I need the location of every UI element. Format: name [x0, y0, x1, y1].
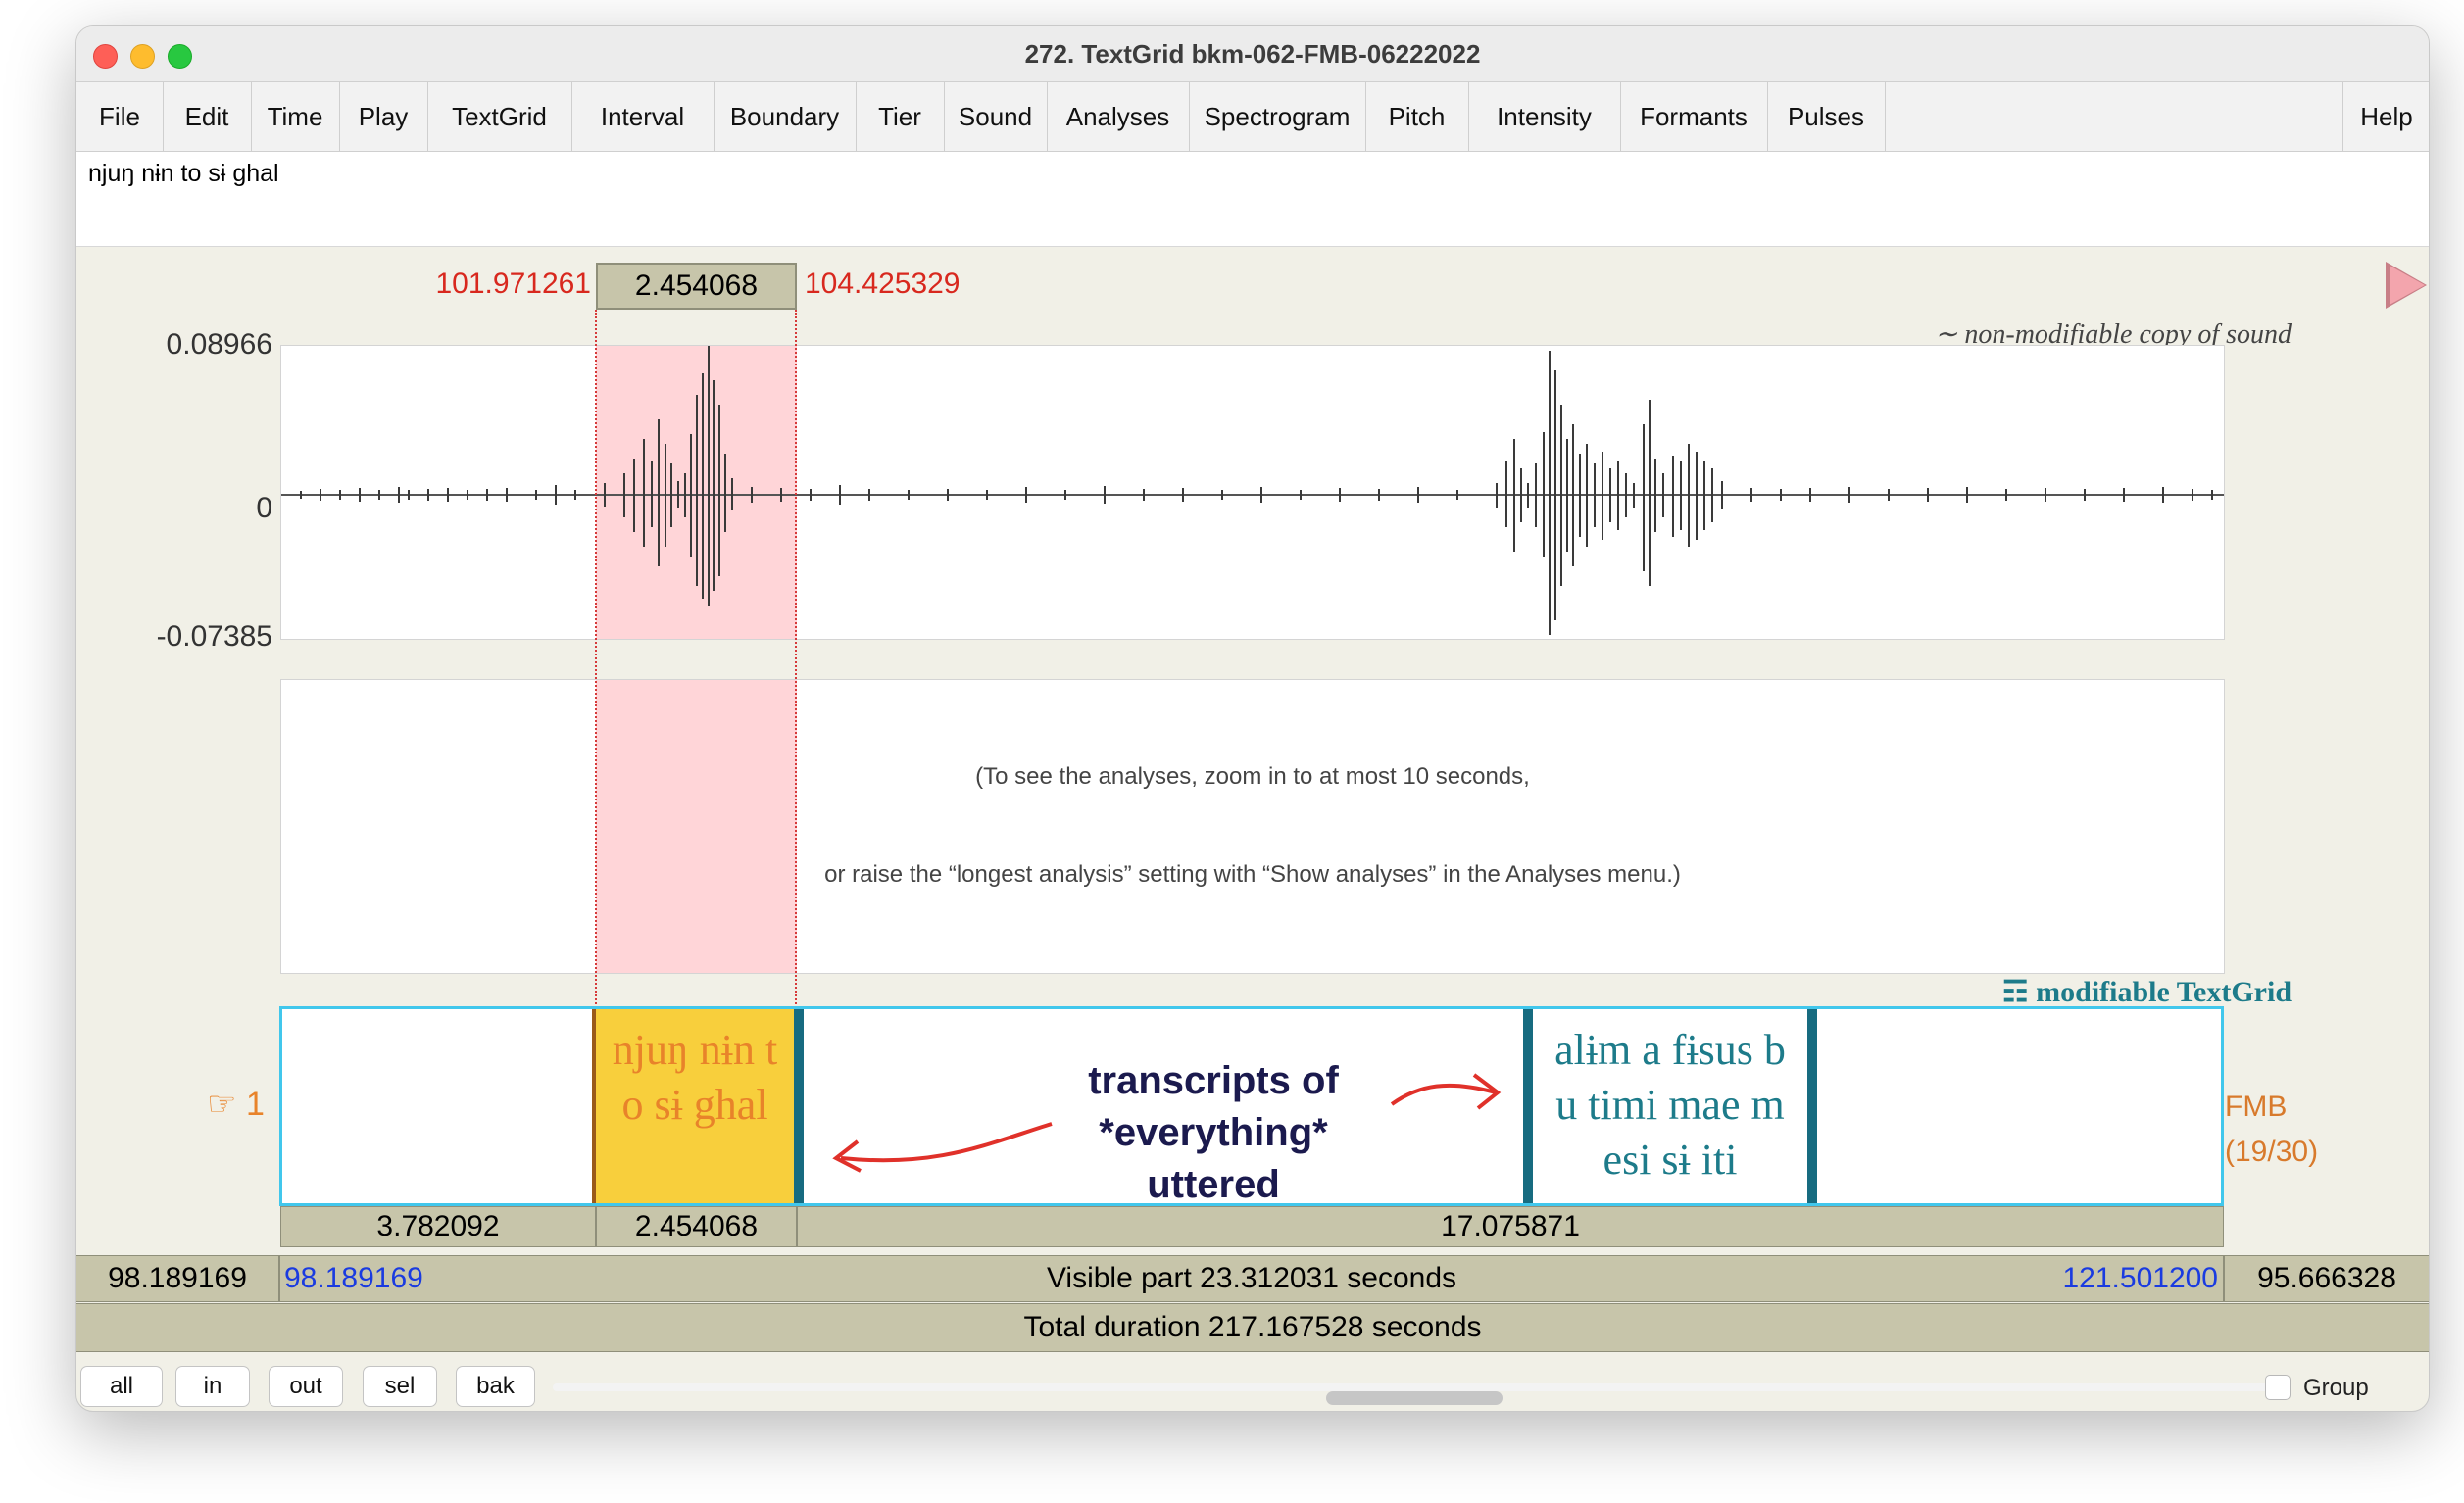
non-modifiable-sound-text: non-modifiable copy of sound — [1964, 319, 2292, 350]
textgrid-icon: ☶ — [2001, 976, 2029, 1008]
tier-number: 1 — [245, 1086, 265, 1123]
duration-interval-left[interactable]: 3.782092 — [280, 1206, 596, 1247]
waveform-ymax-label: 0.08966 — [166, 328, 272, 361]
selection-end-line — [795, 310, 797, 1203]
analysis-message-line2: or raise the “longest analysis” setting … — [824, 861, 1681, 888]
total-duration-bar[interactable]: Total duration 217.167528 seconds — [76, 1303, 2429, 1352]
next-interval-text-line2: u timi mae m — [1555, 1081, 1785, 1129]
zoom-selection-button[interactable]: sel — [363, 1366, 437, 1407]
pointing-hand-icon: ☞ — [207, 1086, 237, 1123]
play-triangle-inner — [2390, 266, 2425, 305]
menu-tier[interactable]: Tier — [856, 82, 945, 151]
analysis-message-line1: (To see the analyses, zoom in to at most… — [975, 763, 1530, 790]
duration-interval-right[interactable]: 17.075871 — [797, 1206, 2224, 1247]
zoom-back-button[interactable]: bak — [456, 1366, 535, 1407]
selected-interval[interactable] — [595, 1009, 794, 1203]
menu-file[interactable]: File — [76, 82, 164, 151]
selection-end-time: 104.425329 — [805, 267, 961, 300]
tier-interval-count: (19/30) — [2225, 1136, 2319, 1168]
title-bar: 272. TextGrid bkm-062-FMB-06222022 — [76, 26, 2429, 82]
menu-sound[interactable]: Sound — [944, 82, 1048, 151]
visible-left-outside[interactable]: 98.189169 — [108, 1262, 247, 1294]
interval-boundary-selected-left[interactable] — [592, 1009, 596, 1203]
next-interval-text-line1: alɨm a fɨsus b — [1554, 1026, 1786, 1074]
visible-right-outside[interactable]: 95.666328 — [2257, 1262, 2396, 1294]
menu-bar: File Edit Time Play TextGrid Interval Bo… — [76, 82, 2429, 152]
analysis-panel[interactable]: (To see the analyses, zoom in to at most… — [280, 679, 2225, 974]
annotation-callout: transcripts of *everything* uttered — [1057, 1055, 1370, 1211]
zoom-out-button[interactable]: out — [269, 1366, 343, 1407]
minimize-window-icon[interactable] — [130, 44, 155, 69]
zoom-all-button[interactable]: all — [80, 1366, 163, 1407]
waveform-zero-label: 0 — [256, 492, 272, 524]
analysis-selection-shade — [596, 680, 797, 973]
modifiable-textgrid-text: modifiable TextGrid — [2036, 976, 2292, 1008]
selected-interval-text-line1: njuŋ nɨn t — [612, 1026, 778, 1074]
interval-text-value: njuŋ nɨn to sɨ ghal — [88, 160, 279, 187]
waveform-svg — [281, 346, 2224, 635]
selection-start-line — [595, 310, 597, 1203]
duration-interval-selected[interactable]: 2.454068 — [596, 1206, 797, 1247]
horizontal-scrollbar[interactable] — [553, 1383, 2276, 1391]
menu-analyses[interactable]: Analyses — [1047, 82, 1190, 151]
interval-boundary-2[interactable] — [1523, 1009, 1533, 1203]
visible-start-time: 98.189169 — [284, 1262, 423, 1294]
annotation-line1: transcripts of — [1088, 1059, 1339, 1102]
visible-separator-left — [278, 1256, 280, 1301]
horizontal-scrollbar-thumb[interactable] — [1326, 1391, 1503, 1405]
interval-boundary-1[interactable] — [794, 1009, 804, 1203]
non-modifiable-sound-label: ∼ non-modifiable copy of sound — [1934, 319, 2292, 350]
group-checkbox[interactable] — [2265, 1375, 2291, 1400]
modifiable-textgrid-label: ☶ modifiable TextGrid — [1801, 975, 2292, 1009]
selection-start-time: 101.971261 — [435, 267, 592, 300]
zoom-in-button[interactable]: in — [175, 1366, 250, 1407]
window-title: 272. TextGrid bkm-062-FMB-06222022 — [1024, 39, 1481, 69]
close-window-icon[interactable] — [93, 44, 118, 69]
menu-intensity[interactable]: Intensity — [1468, 82, 1621, 151]
tier-number-label[interactable]: ☞ 1 — [207, 1085, 265, 1124]
waveform-ymin-label: -0.07385 — [156, 620, 272, 653]
visible-part-label[interactable]: Visible part 23.312031 seconds — [1046, 1262, 1457, 1294]
menu-formants[interactable]: Formants — [1620, 82, 1768, 151]
visible-separator-right — [2223, 1256, 2225, 1301]
zoom-window-icon[interactable] — [168, 44, 192, 69]
next-interval-text-line3: esi sɨ iti — [1602, 1136, 1738, 1184]
menu-pitch[interactable]: Pitch — [1365, 82, 1469, 151]
menu-play[interactable]: Play — [339, 82, 428, 151]
selected-interval-text-line2: o sɨ ghal — [621, 1081, 768, 1129]
visible-end-time: 121.501200 — [2062, 1262, 2219, 1294]
menu-boundary[interactable]: Boundary — [714, 82, 857, 151]
visible-part-bar[interactable]: 98.189169 98.189169 Visible part 23.3120… — [76, 1255, 2429, 1302]
waveform-trace — [300, 346, 2213, 635]
interval-boundary-3[interactable] — [1807, 1009, 1817, 1203]
menu-help[interactable]: Help — [2342, 82, 2429, 151]
tier-name-label: FMB (19/30) — [2225, 1085, 2318, 1175]
group-label: Group — [2303, 1375, 2369, 1401]
menu-pulses[interactable]: Pulses — [1767, 82, 1886, 151]
menu-interval[interactable]: Interval — [571, 82, 715, 151]
menu-edit[interactable]: Edit — [163, 82, 252, 151]
interval-text-field[interactable]: njuŋ nɨn to sɨ ghal — [76, 152, 2429, 247]
praat-textgrid-window: 272. TextGrid bkm-062-FMB-06222022 File … — [75, 25, 2430, 1412]
waveform-panel[interactable] — [280, 345, 2225, 640]
tier-name: FMB — [2225, 1091, 2288, 1123]
selection-duration[interactable]: 2.454068 — [596, 263, 797, 310]
annotation-line2: *everything* — [1099, 1111, 1328, 1154]
menu-spectrogram[interactable]: Spectrogram — [1189, 82, 1366, 151]
menu-time[interactable]: Time — [251, 82, 340, 151]
annotation-line3: uttered — [1147, 1163, 1280, 1206]
menu-textgrid[interactable]: TextGrid — [427, 82, 572, 151]
